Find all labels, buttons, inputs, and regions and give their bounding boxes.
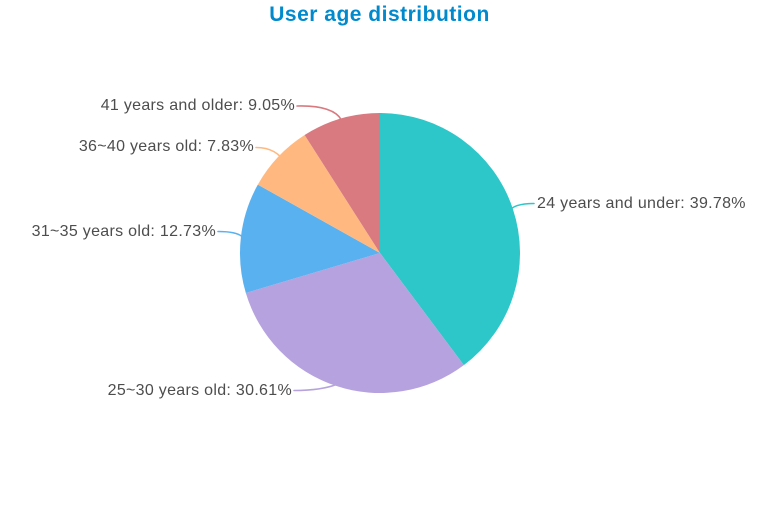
slice-label-25-30-years-old: 25~30 years old: 30.61%: [107, 381, 292, 399]
slice-label-36-40-years-old: 36~40 years old: 7.83%: [78, 138, 254, 155]
slice-label-24-years-and-under: 24 years and under: 39.78%: [537, 194, 746, 212]
slice-label-31-35-years-old: 31~35 years old: 12.73%: [31, 222, 216, 240]
label-line-24-years-and-under: [507, 202, 535, 213]
pie-slice-41-years-and-older[interactable]: [304, 112, 380, 253]
pie-slice-36-40-years-old[interactable]: [257, 135, 380, 253]
label-line-25-30-years-old: [293, 383, 339, 392]
label-line-31-35-years-old: [217, 230, 243, 238]
pie-slice-31-35-years-old[interactable]: [239, 184, 380, 293]
slice-label-41-years-and-older: 41 years and older: 9.05%: [100, 96, 295, 114]
chart-title: User age distribution: [269, 3, 490, 26]
pie-slice-24-years-and-under[interactable]: [380, 113, 520, 366]
pie-slice-25-30-years-old[interactable]: [245, 253, 464, 393]
label-line-41-years-and-older: [296, 105, 343, 121]
label-line-36-40-years-old: [255, 146, 287, 165]
